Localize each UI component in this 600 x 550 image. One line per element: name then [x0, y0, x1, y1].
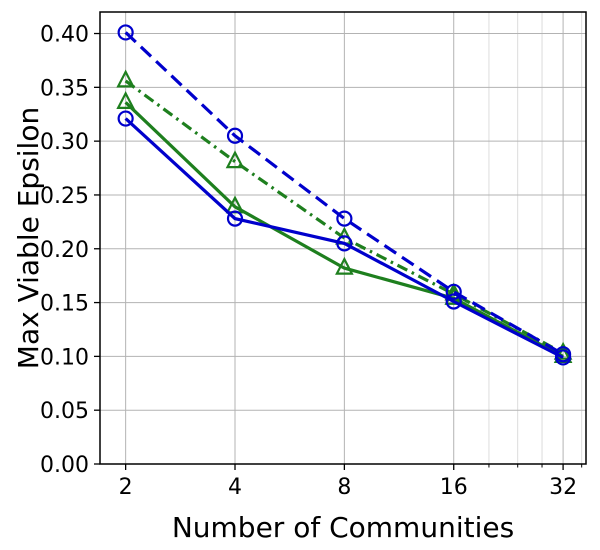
marker-triangle [116, 91, 135, 109]
marker-circle [226, 210, 244, 227]
tick-layer: 2 4 8 16 32 0.00 0.05 0.10 0.15 0.20 0.25 0.30 0.35 0… [40, 23, 583, 500]
x-tick-label: 16 [440, 475, 468, 500]
series-line-green-solid-triangles [124, 101, 564, 358]
marker-circle [226, 127, 244, 144]
x-tick-label: 4 [228, 475, 242, 500]
y-tick-label: 0.40 [40, 23, 89, 48]
series-blue-dashed-circles [117, 24, 572, 363]
x-tick-label: 8 [337, 475, 351, 500]
marker-circle [117, 110, 134, 127]
y-tick-label: 0.35 [40, 76, 89, 101]
marker-circle [445, 283, 462, 300]
marker-triangle [225, 150, 245, 169]
marker-circle [445, 293, 462, 310]
y-tick-label: 0.20 [40, 238, 89, 263]
axes-border [99, 11, 587, 465]
series-line-blue-solid-circles [124, 117, 564, 359]
y-tick-label: 0.05 [40, 399, 89, 424]
marker-circle [336, 235, 353, 252]
x-tick-label: 2 [119, 475, 133, 500]
marker-circle [554, 349, 572, 366]
series-blue-solid-circles [117, 110, 572, 366]
y-tick-label: 0.30 [40, 130, 89, 155]
marker-triangle [335, 256, 354, 275]
y-tick-label: 0.25 [40, 184, 89, 209]
y-tick-label: 0.10 [40, 345, 89, 370]
y-tick-label: 0.00 [40, 453, 89, 478]
series-line-green-dashdot-triangles [124, 79, 564, 355]
y-axis-label: Max Viable Epsilon [12, 107, 45, 369]
x-tick-label: 32 [549, 475, 577, 500]
marker-triangle [116, 69, 135, 88]
marker-circle [117, 24, 134, 41]
y-tick-label: 0.15 [40, 292, 89, 317]
marker-circle [336, 210, 353, 227]
x-axis-label: Number of Communities [172, 511, 514, 544]
